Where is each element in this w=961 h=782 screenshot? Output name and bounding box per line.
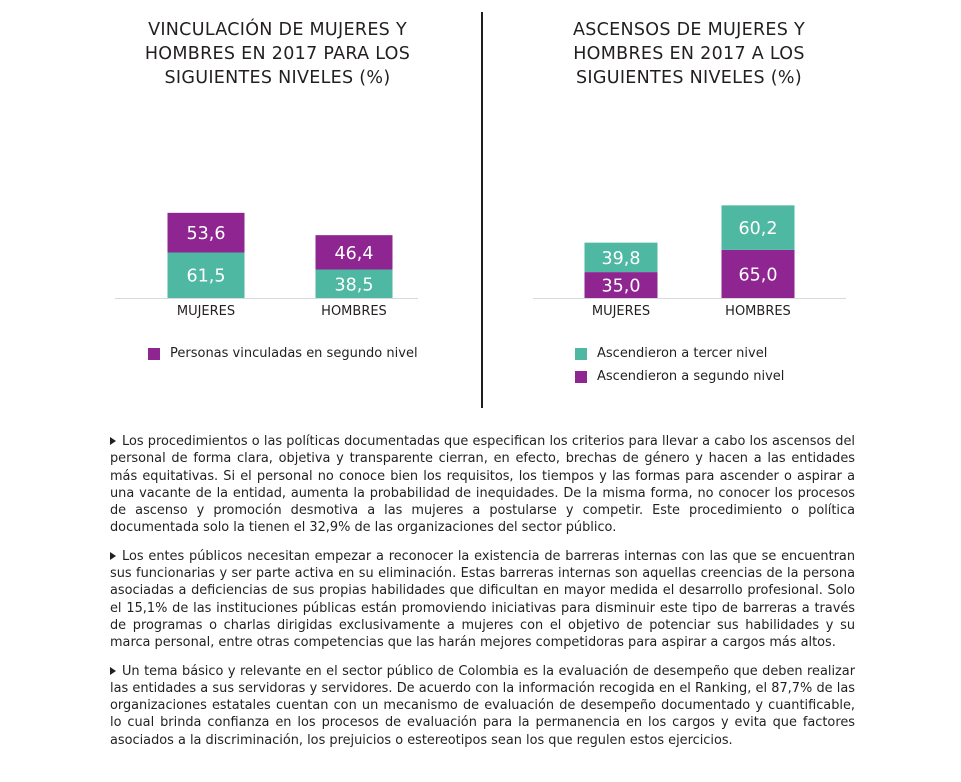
paragraph-text: Los procedimientos o las políticas docum…: [110, 434, 855, 536]
chart-2-category-label: HOMBRES: [725, 304, 791, 319]
chart-1-bar-1-segment-1: [167, 252, 245, 298]
chart-2-bar-1-segment-2: [584, 242, 658, 273]
legend-swatch-magenta: [148, 347, 160, 360]
chart-2-legend: Ascendieron a tercer nivel Ascendieron a…: [575, 345, 784, 391]
paragraph-3: Un tema básico y relevante en el sector …: [110, 663, 855, 749]
chart-2-title: ASCENSOS DE MUJERES Y HOMBRES EN 2017 A …: [572, 20, 806, 88]
chart-2-bar-1-segment-1: [584, 272, 658, 298]
legend-label: Ascendieron a tercer nivel: [597, 346, 768, 361]
legend-swatch-teal: [575, 347, 587, 360]
chart-1-category-label: HOMBRES: [321, 304, 387, 319]
chart-2-data-label: 60,2: [739, 219, 778, 239]
chart-1-data-label: 38,5: [335, 275, 374, 295]
bullet-triangle-icon: [110, 551, 116, 560]
chart-2-data-label: 39,8: [602, 249, 641, 269]
chart-divider: [481, 12, 483, 408]
chart-2-category-label: MUJERES: [592, 304, 650, 319]
legend-swatch-magenta: [575, 370, 587, 383]
chart-2-data-label: 65,0: [739, 265, 778, 285]
chart-1-title: VINCULACIÓN DE MUJERES Y HOMBRES EN 2017…: [144, 20, 411, 88]
paragraph-1: Los procedimientos o las políticas docum…: [110, 433, 855, 537]
legend-label: Ascendieron a segundo nivel: [597, 369, 785, 384]
paragraph-2: Los entes públicos necesitan empezar a r…: [110, 548, 855, 652]
paragraph-text: Un tema básico y relevante en el sector …: [110, 663, 855, 748]
chart-1-bar-2-segment-1: [315, 269, 393, 298]
legend-item: Ascendieron a segundo nivel: [575, 368, 784, 385]
chart-2-bar-2-segment-1: [721, 249, 795, 298]
bullet-triangle-icon: [110, 666, 116, 675]
chart-2-bar-2-segment-2: [721, 205, 795, 250]
bullet-triangle-icon: [110, 437, 116, 445]
chart-1-bar-1-segment-2: [167, 212, 245, 253]
chart-1-data-label: 53,6: [187, 224, 226, 244]
chart-2-data-label: 35,0: [602, 277, 641, 297]
chart-1-data-label: 61,5: [187, 267, 226, 287]
chart-1-legend: Personas vinculadas en segundo nivel: [148, 345, 418, 368]
body-text: Los procedimientos o las políticas docum…: [110, 433, 855, 760]
chart-1-bar-2-segment-2: [315, 235, 393, 270]
legend-item: Personas vinculadas en segundo nivel: [148, 345, 418, 362]
chart-1-category-label: MUJERES: [177, 304, 235, 319]
paragraph-text: Los entes públicos necesitan empezar a r…: [110, 548, 855, 651]
legend-item: Ascendieron a tercer nivel: [575, 345, 784, 362]
charts-canvas: 61,5 53,6 MUJERES 38,5 46,4 HOMBRES 35,0 39,8 MU…: [115, 205, 846, 319]
legend-label: Personas vinculadas en segundo nivel: [170, 346, 418, 361]
chart-1-data-label: 46,4: [335, 244, 374, 264]
